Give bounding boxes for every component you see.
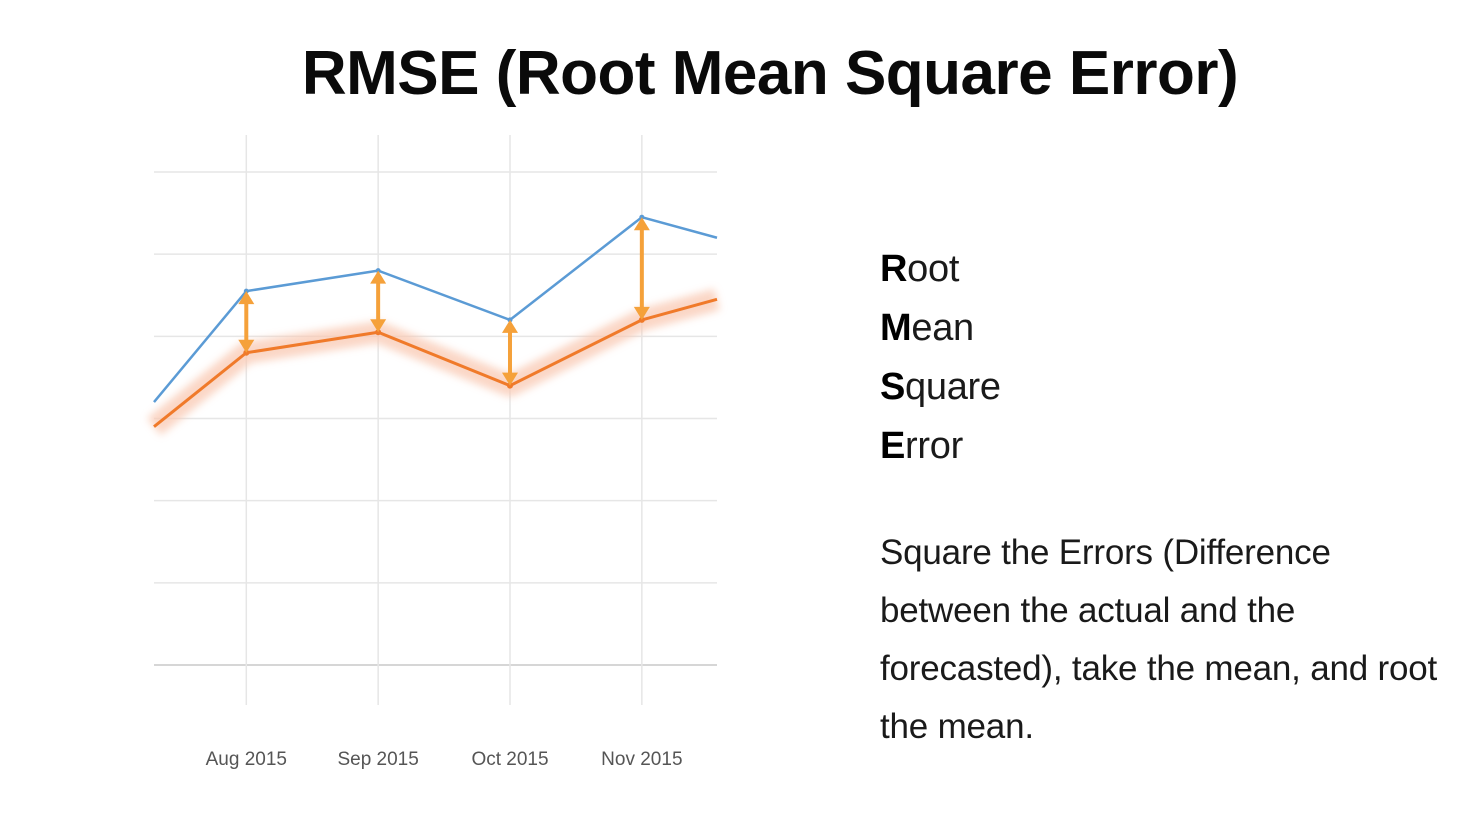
acronym-mean: Mean xyxy=(880,307,974,349)
error-arrow-head-up xyxy=(633,217,650,231)
error-arrow xyxy=(633,217,650,320)
error-arrows xyxy=(238,217,650,386)
acronym-error: Error xyxy=(880,425,963,467)
forecast-confidence-band xyxy=(147,288,720,436)
error-arrow-head-down xyxy=(501,372,518,386)
acronym-root: Root xyxy=(880,248,960,290)
error-arrow-head-up xyxy=(370,270,387,284)
x-tick-label: Aug 2015 xyxy=(206,749,287,770)
forecast-data-point xyxy=(506,382,513,389)
forecast-band xyxy=(147,288,720,436)
error-arrow xyxy=(501,319,518,386)
error-arrow xyxy=(238,291,255,353)
x-tick-label: Oct 2015 xyxy=(471,749,548,770)
x-tick-label: Sep 2015 xyxy=(337,749,418,770)
x-tick-label: Nov 2015 xyxy=(601,749,682,770)
slide-title: RMSE (Root Mean Square Error) xyxy=(301,39,1239,108)
error-arrow xyxy=(370,270,387,333)
error-arrow-head-down xyxy=(633,306,650,320)
chart-gridlines xyxy=(154,135,717,705)
error-arrow-head-down xyxy=(370,319,387,333)
actual-series-line xyxy=(153,215,718,403)
error-arrow-head-up xyxy=(238,291,255,305)
rmse-acronym-list: Root Mean Square Error xyxy=(880,240,1001,476)
acronym-square: Square xyxy=(880,366,1001,408)
error-arrow-head-up xyxy=(501,319,518,333)
x-axis-tick-labels: Aug 2015 Sep 2015 Oct 2015 Nov 2015 xyxy=(206,749,683,770)
actual-data-point xyxy=(507,317,513,323)
error-arrow-head-down xyxy=(238,339,255,353)
rmse-explanation: Square the Errors (Difference between th… xyxy=(880,533,1438,746)
forecast-series-line xyxy=(153,297,718,428)
